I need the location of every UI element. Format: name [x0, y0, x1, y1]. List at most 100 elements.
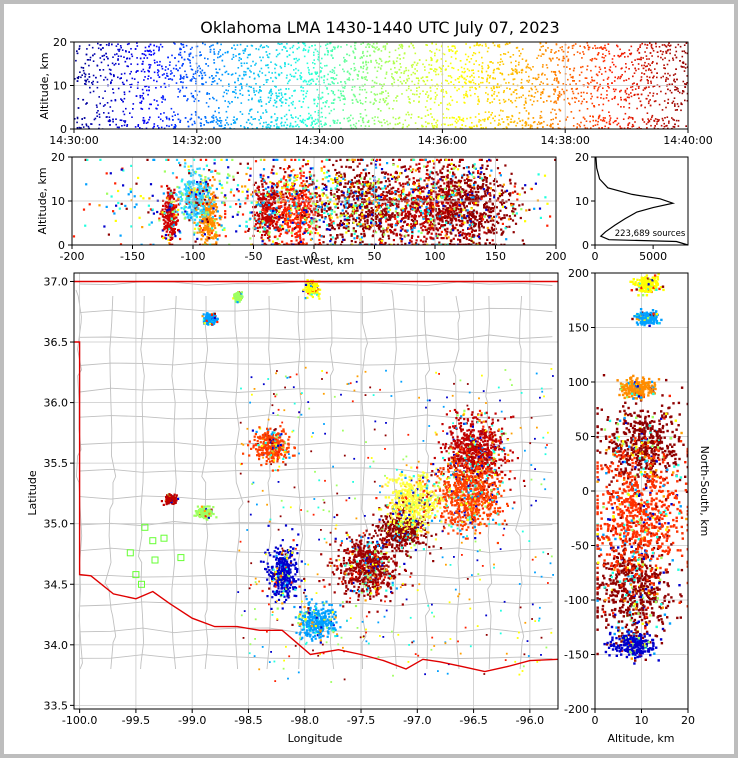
- ew-altitude-source: [264, 201, 267, 205]
- time-height-source: [489, 75, 492, 77]
- time-height-source: [383, 101, 386, 103]
- ew-altitude-source: [198, 187, 201, 191]
- ew-altitude-source: [318, 242, 321, 245]
- time-height-source: [405, 82, 407, 84]
- ew-altitude-source: [169, 212, 172, 215]
- time-height-source: [182, 81, 184, 84]
- time-height-source: [298, 126, 300, 128]
- ew-altitude-source: [202, 206, 205, 209]
- time-height-source: [611, 61, 614, 64]
- time-height-source: [111, 62, 114, 65]
- time-height-source: [547, 47, 549, 49]
- time-height-source: [672, 59, 675, 61]
- time-height-source: [146, 50, 149, 52]
- ew-altitude-source: [162, 204, 165, 207]
- time-height-source: [451, 116, 454, 119]
- time-height-source: [534, 77, 537, 80]
- time-height-source: [431, 125, 434, 127]
- time-height-source: [308, 69, 310, 71]
- ew-altitude-source: [290, 212, 293, 215]
- time-height-source: [443, 95, 445, 98]
- time-height-source: [580, 71, 583, 74]
- ew-altitude-source: [185, 187, 188, 190]
- time-height-source: [324, 116, 327, 119]
- time-height-source: [276, 119, 278, 121]
- time-height-source: [180, 76, 182, 78]
- time-height-source: [248, 85, 251, 88]
- time-height-source: [161, 68, 164, 70]
- time-height-source: [526, 79, 528, 82]
- time-height-source: [348, 54, 351, 57]
- ew-altitude-source: [194, 207, 197, 210]
- time-height-source: [650, 45, 653, 47]
- time-height-source: [233, 91, 236, 93]
- time-height-source: [554, 77, 556, 80]
- time-height-source: [308, 112, 310, 115]
- time-height-source: [502, 121, 505, 123]
- time-height-source: [448, 117, 451, 119]
- ew-altitude-source: [289, 215, 292, 218]
- time-height-source: [575, 88, 578, 90]
- time-height-source: [153, 125, 155, 128]
- ew-altitude-source: [293, 213, 296, 216]
- time-height-source: [676, 109, 678, 111]
- ew-altitude-source: [267, 215, 270, 218]
- time-height-source: [532, 66, 534, 68]
- time-height-source: [331, 69, 334, 71]
- time-height-source: [671, 117, 673, 119]
- time-height-source: [239, 43, 242, 46]
- ew-altitude-source: [167, 228, 170, 231]
- ew-altitude-source: [193, 196, 196, 199]
- time-height-source: [153, 99, 156, 101]
- time-height-source: [212, 44, 214, 46]
- time-height-source: [346, 44, 348, 46]
- time-height-source: [386, 120, 388, 123]
- time-height-source: [152, 49, 155, 52]
- time-height-source: [113, 74, 115, 77]
- time-height-source: [507, 116, 510, 118]
- time-height-source: [172, 67, 175, 70]
- time-height-source: [641, 72, 643, 74]
- time-height-source: [286, 82, 289, 85]
- time-height-source: [222, 95, 225, 98]
- time-height-source: [167, 75, 169, 77]
- time-height-source: [139, 127, 141, 129]
- time-height-source: [337, 89, 340, 92]
- time-height-source: [491, 112, 493, 114]
- time-height-source: [247, 54, 250, 56]
- time-height-source: [397, 123, 399, 125]
- ew-altitude-source: [261, 226, 264, 229]
- time-height-source: [647, 82, 649, 84]
- time-height-source: [147, 75, 150, 77]
- time-height-source: [85, 53, 88, 56]
- time-height-source: [511, 72, 514, 74]
- time-height-source: [354, 125, 357, 128]
- ew-altitude-source: [195, 214, 198, 217]
- time-height-source: [427, 114, 430, 116]
- ew-altitude-source: [206, 243, 209, 245]
- ew-altitude-source: [175, 216, 178, 219]
- ew-altitude-source: [302, 197, 305, 200]
- time-height-source: [516, 122, 519, 124]
- ew-altitude-source: [272, 182, 275, 186]
- time-height-source: [126, 79, 128, 82]
- time-height-source: [489, 102, 491, 104]
- time-height-source: [378, 101, 381, 103]
- time-height-source: [260, 117, 262, 119]
- time-height-source: [686, 92, 688, 95]
- time-height-source: [313, 51, 315, 54]
- ew-altitude-source: [296, 224, 299, 227]
- time-height-source: [311, 121, 313, 124]
- time-height-source: [227, 73, 230, 75]
- time-height-source: [234, 48, 237, 50]
- time-height-source: [379, 98, 381, 101]
- time-height-source: [294, 107, 296, 109]
- ew-altitude-source: [276, 215, 279, 219]
- time-height-source: [104, 90, 106, 92]
- time-height-source: [159, 60, 161, 63]
- time-height-source: [407, 96, 410, 98]
- ew-altitude-source: [284, 192, 287, 195]
- time-height-source: [153, 79, 155, 82]
- time-height-source: [297, 69, 300, 72]
